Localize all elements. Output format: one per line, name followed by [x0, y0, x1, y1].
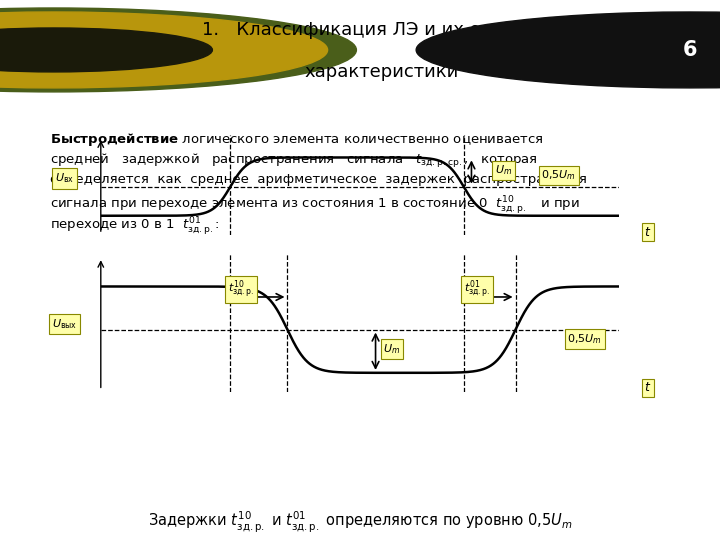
- Circle shape: [0, 12, 328, 88]
- Circle shape: [416, 12, 720, 88]
- Text: $\mathbf{Быстродействие}$ логического элемента количественно оценивается: $\mathbf{Быстродействие}$ логического эл…: [50, 131, 544, 148]
- Text: $U_{\text{вых}}$: $U_{\text{вых}}$: [52, 317, 77, 330]
- Circle shape: [0, 28, 212, 72]
- Text: $U_m$: $U_m$: [383, 342, 400, 356]
- Text: $0{,}5U_m$: $0{,}5U_m$: [541, 168, 576, 183]
- Text: $t^{01}_{\mathrm{зд.р.}}$: $t^{01}_{\mathrm{зд.р.}}$: [464, 279, 490, 301]
- Text: $0{,}5U_m$: $0{,}5U_m$: [567, 332, 602, 346]
- Text: определяется  как  среднее  арифметическое  задержек  распространения: определяется как среднее арифметическое …: [50, 173, 588, 186]
- Text: $U_{\text{вх}}$: $U_{\text{вх}}$: [55, 171, 74, 185]
- Text: $t$: $t$: [644, 381, 652, 395]
- Text: сигнала при переходе элемента из состояния 1 в состояние 0  $t^{10}_{\mathrm{зд.: сигнала при переходе элемента из состоян…: [50, 194, 580, 216]
- Text: характеристики: характеристики: [305, 63, 459, 81]
- Text: 6: 6: [683, 40, 697, 60]
- Text: $U_m$: $U_m$: [495, 164, 512, 177]
- Text: Задержки $t^{10}_{\mathrm{зд.р.}}$ и $t^{01}_{\mathrm{зд.р.}}$ определяются по у: Задержки $t^{10}_{\mathrm{зд.р.}}$ и $t^…: [148, 510, 572, 535]
- Text: средней   задержкой   распространения   сигнала   $t_{\mathrm{зд.р.ср.}}$,   кот: средней задержкой распространения сигнал…: [50, 152, 538, 170]
- Text: 1.   Классификация ЛЭ и их основные: 1. Классификация ЛЭ и их основные: [202, 21, 561, 39]
- Circle shape: [0, 8, 356, 92]
- Text: $t$: $t$: [644, 226, 652, 239]
- Text: $t^{10}_{\mathrm{зд.р.}}$: $t^{10}_{\mathrm{зд.р.}}$: [228, 279, 254, 301]
- Text: переходе из 0 в 1  $t^{01}_{\mathrm{зд.р.}}$:: переходе из 0 в 1 $t^{01}_{\mathrm{зд.р.…: [50, 215, 220, 237]
